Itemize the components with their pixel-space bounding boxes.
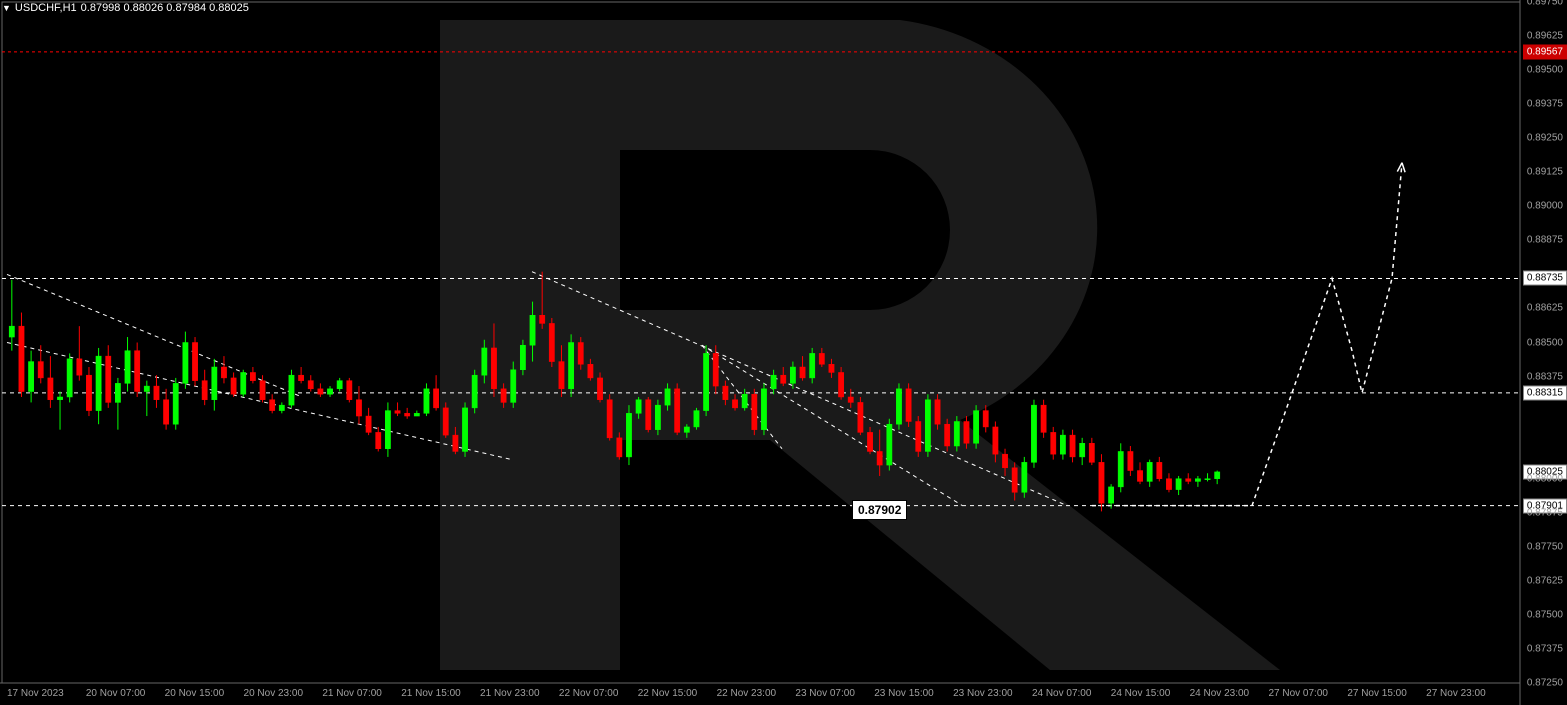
x-tick-label: 23 Nov 15:00 [874, 688, 934, 699]
x-tick-label: 23 Nov 23:00 [953, 688, 1013, 699]
x-tick-label: 17 Nov 2023 [7, 688, 64, 699]
y-tick-label: 0.89375 [1527, 99, 1563, 110]
y-tick-label: 0.88375 [1527, 371, 1563, 382]
dropdown-icon[interactable]: ▼ [2, 3, 11, 13]
x-tick-label: 24 Nov 23:00 [1190, 688, 1250, 699]
x-tick-label: 27 Nov 23:00 [1426, 688, 1486, 699]
title-bar: ▼ USDCHF,H1 0.87998 0.88026 0.87984 0.88… [2, 2, 249, 14]
symbol-label: USDCHF,H1 [15, 2, 77, 14]
x-tick-label: 20 Nov 23:00 [244, 688, 304, 699]
x-tick-label: 20 Nov 07:00 [86, 688, 146, 699]
y-tick-label: 0.88625 [1527, 303, 1563, 314]
y-tick-label: 0.87875 [1527, 507, 1563, 518]
y-tick-label: 0.89750 [1527, 0, 1563, 8]
x-tick-label: 27 Nov 15:00 [1347, 688, 1407, 699]
chart-canvas[interactable] [0, 0, 1567, 705]
y-tick-label: 0.88875 [1527, 235, 1563, 246]
x-axis: 17 Nov 2023 20 Nov 07:00 20 Nov 15:00 20 No… [0, 685, 1520, 705]
price-tag: 0.89567 [1523, 44, 1567, 59]
y-axis: 0.89750 0.89625 0.89567 0.89500 0.89375 0.892… [1520, 0, 1567, 705]
x-tick-label: 22 Nov 23:00 [717, 688, 777, 699]
x-tick-label: 21 Nov 07:00 [322, 688, 382, 699]
y-tick-label: 0.87500 [1527, 609, 1563, 620]
x-tick-label: 20 Nov 15:00 [165, 688, 225, 699]
x-tick-label: 22 Nov 15:00 [638, 688, 698, 699]
price-tag: 0.88315 [1523, 385, 1567, 400]
chart-window[interactable]: ▼ USDCHF,H1 0.87998 0.88026 0.87984 0.88… [0, 0, 1567, 705]
x-tick-label: 23 Nov 07:00 [795, 688, 855, 699]
x-tick-label: 21 Nov 15:00 [401, 688, 461, 699]
y-tick-label: 0.87750 [1527, 541, 1563, 552]
price-tag: 0.88735 [1523, 271, 1567, 286]
y-tick-label: 0.89500 [1527, 65, 1563, 76]
y-tick-label: 0.88000 [1527, 473, 1563, 484]
y-tick-label: 0.88500 [1527, 337, 1563, 348]
x-tick-label: 21 Nov 23:00 [480, 688, 540, 699]
price-annotation: 0.87902 [852, 500, 907, 520]
y-tick-label: 0.87625 [1527, 575, 1563, 586]
y-tick-label: 0.89125 [1527, 167, 1563, 178]
y-tick-label: 0.89000 [1527, 201, 1563, 212]
x-tick-label: 27 Nov 07:00 [1268, 688, 1328, 699]
x-tick-label: 22 Nov 07:00 [559, 688, 619, 699]
y-tick-label: 0.87375 [1527, 643, 1563, 654]
y-tick-label: 0.89625 [1527, 31, 1563, 42]
ohlc-label: 0.87998 0.88026 0.87984 0.88025 [81, 2, 249, 14]
x-tick-label: 24 Nov 15:00 [1111, 688, 1171, 699]
y-tick-label: 0.89250 [1527, 133, 1563, 144]
x-tick-label: 24 Nov 07:00 [1032, 688, 1092, 699]
y-tick-label: 0.87250 [1527, 678, 1563, 689]
